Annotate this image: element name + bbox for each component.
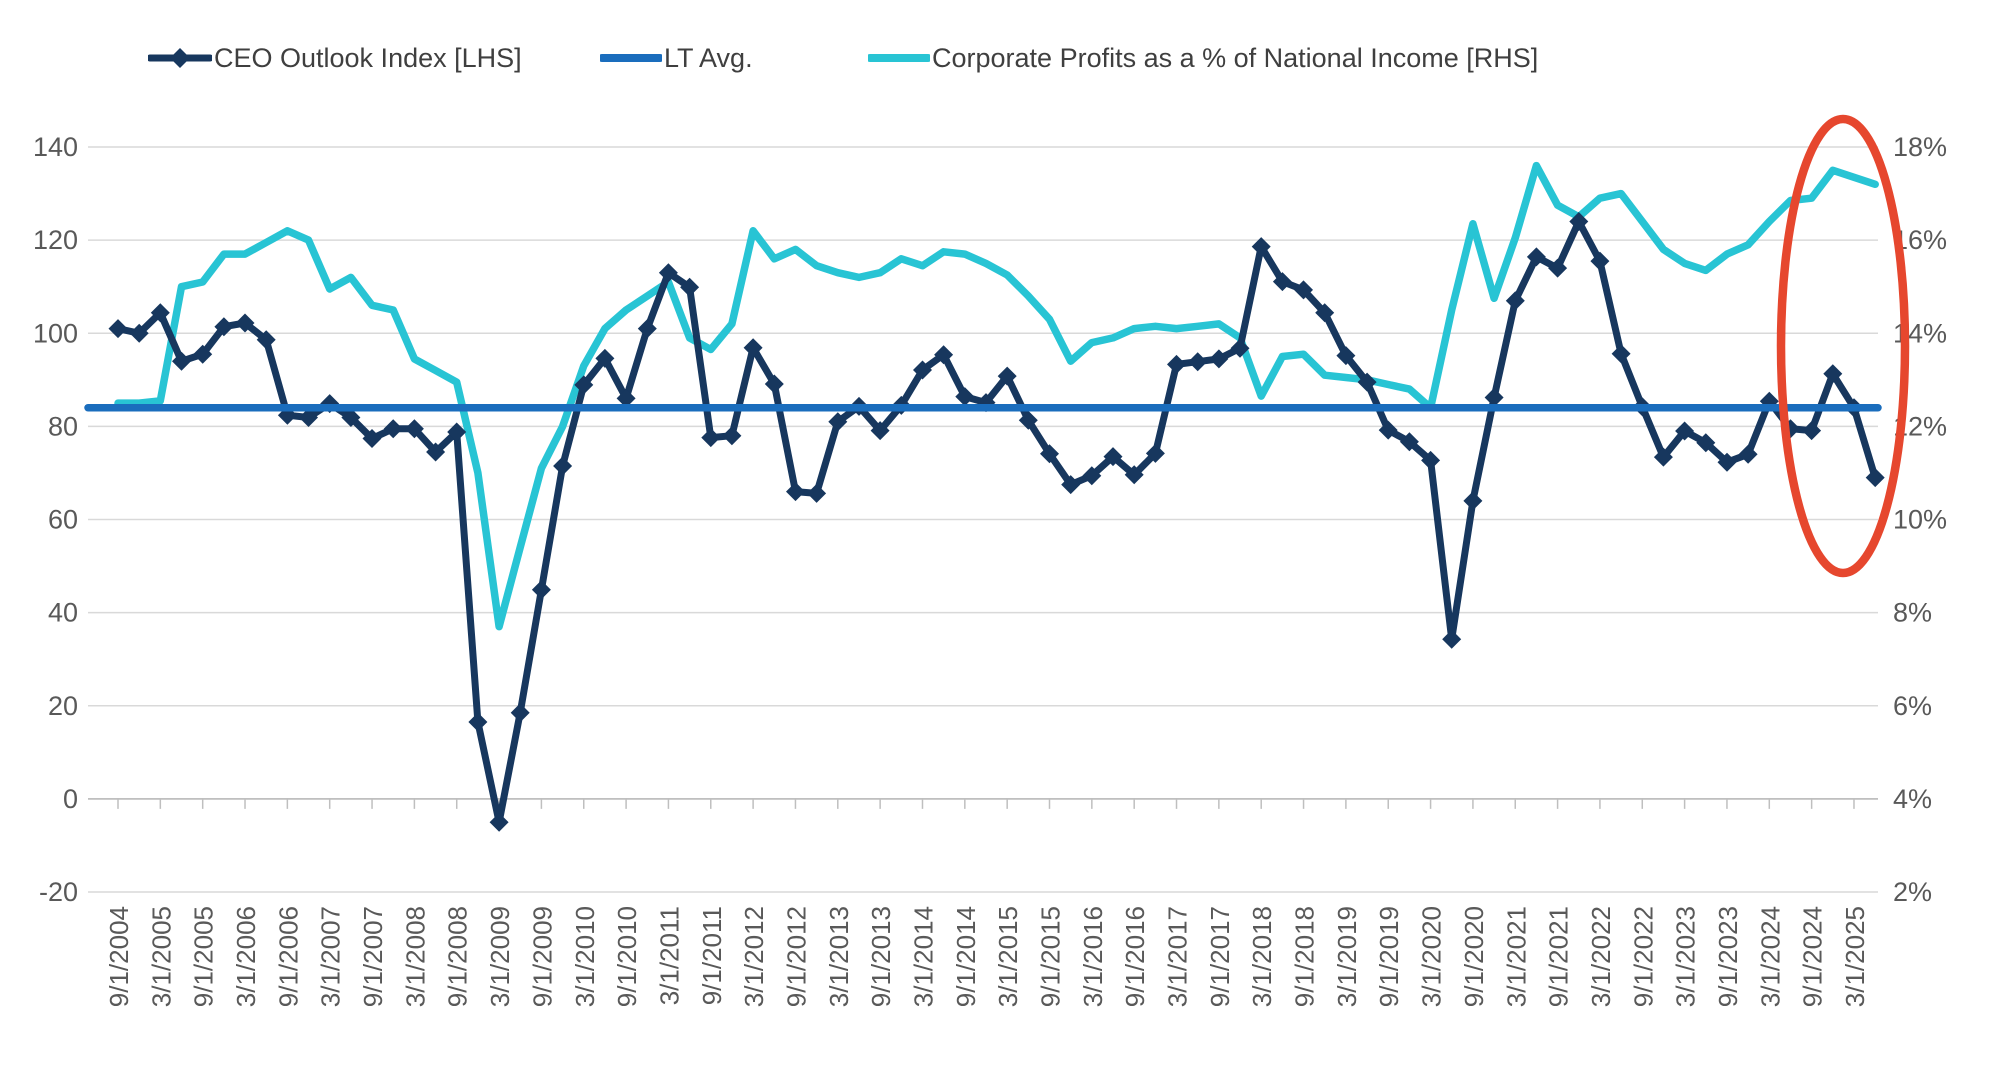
x-axis-tick-label: 3/1/2011 — [654, 906, 684, 1005]
left-axis-tick-label: 80 — [48, 411, 78, 441]
left-axis-tick-label: 0 — [63, 784, 78, 814]
x-axis-tick-label: 3/1/2015 — [993, 906, 1023, 1007]
x-axis-tick-label: 9/1/2022 — [1628, 906, 1658, 1007]
left-axis-tick-label: -20 — [39, 877, 78, 907]
x-axis-tick-label: 9/1/2013 — [866, 906, 896, 1007]
x-axis-tick-label: 3/1/2019 — [1332, 906, 1362, 1007]
x-axis-tick-label: 3/1/2018 — [1247, 906, 1277, 1007]
legend-label-ceo-outlook: CEO Outlook Index [LHS] — [214, 42, 522, 73]
x-axis-tick-label: 3/1/2016 — [1078, 906, 1108, 1007]
profits-line-swatch-icon — [868, 54, 930, 62]
x-axis-tick-label: 3/1/2025 — [1840, 906, 1870, 1007]
profit-share-series — [114, 161, 1879, 631]
x-axis-tick-label: 9/1/2020 — [1459, 906, 1489, 1007]
left-axis-tick-label: 140 — [33, 132, 78, 162]
x-axis-tick-label: 9/1/2021 — [1544, 906, 1574, 1007]
right-axis-tick-label: 4% — [1893, 784, 1932, 814]
x-axis-tick-label: 9/1/2024 — [1798, 906, 1828, 1007]
left-axis-tick-label: 120 — [33, 225, 78, 255]
x-axis-tick-label: 9/1/2008 — [443, 906, 473, 1007]
x-axis-tick-label: 9/1/2016 — [1120, 906, 1150, 1007]
x-axis-tick-label: 3/1/2017 — [1163, 906, 1193, 1007]
x-axis-tick-label: 9/1/2005 — [189, 906, 219, 1007]
x-axis-tick-label: 3/1/2009 — [485, 906, 515, 1007]
x-axis-tick-label: 9/1/2019 — [1374, 906, 1404, 1007]
x-axis-tick-label: 9/1/2015 — [1036, 906, 1066, 1007]
right-axis-tick-label: 2% — [1893, 877, 1932, 907]
x-axis-tick-label: 3/1/2008 — [400, 906, 430, 1007]
x-axis-tick-label: 9/1/2023 — [1713, 906, 1743, 1007]
right-axis-tick-label: 18% — [1893, 132, 1947, 162]
x-axis-tick-label: 3/1/2020 — [1417, 906, 1447, 1007]
legend-item-ceo-outlook: CEO Outlook Index [LHS] — [148, 40, 522, 76]
x-axis-tick-label: 3/1/2007 — [316, 906, 346, 1007]
legend-item-corporate-profits: Corporate Profits as a % of National Inc… — [868, 40, 1538, 76]
x-axis-tick-label: 9/1/2004 — [104, 906, 134, 1007]
x-axis-tick-label: 3/1/2023 — [1671, 906, 1701, 1007]
right-axis-tick-label: 10% — [1893, 505, 1947, 535]
legend-label-corporate-profits: Corporate Profits as a % of National Inc… — [932, 42, 1539, 73]
x-axis-tick-label: 3/1/2010 — [570, 906, 600, 1007]
x-axis-tick-label: 3/1/2022 — [1586, 906, 1616, 1007]
highlight-ellipse — [1776, 114, 1910, 578]
x-axis-tick-label: 9/1/2011 — [697, 906, 727, 1005]
x-axis-tick-label: 3/1/2013 — [824, 906, 854, 1007]
left-axis-tick-label: 100 — [33, 318, 78, 348]
x-axis-tick-label: 9/1/2007 — [358, 906, 388, 1007]
right-axis-tick-label: 6% — [1893, 691, 1932, 721]
x-axis-tick-label: 9/1/2012 — [781, 906, 811, 1007]
left-axis-tick-label: 60 — [48, 505, 78, 535]
x-axis-tick-label: 9/1/2018 — [1290, 906, 1320, 1007]
legend-label-lt-avg: LT Avg. — [664, 42, 753, 73]
x-axis-tick-label: 9/1/2010 — [612, 906, 642, 1007]
x-axis-tick-label: 3/1/2024 — [1755, 906, 1785, 1007]
x-axis-tick-label: 3/1/2006 — [231, 906, 261, 1007]
x-axis-tick-label: 3/1/2012 — [739, 906, 769, 1007]
x-axis-tick-label: 3/1/2021 — [1501, 906, 1531, 1007]
ceo-outlook-series — [117, 218, 1879, 826]
legend-item-lt-avg: LT Avg. — [600, 40, 753, 76]
ceo-outlook-line-swatch-icon — [148, 48, 212, 68]
x-axis-tick-label: 3/1/2014 — [908, 906, 938, 1007]
lt-avg-line-swatch-icon — [600, 54, 662, 62]
left-axis-tick-label: 40 — [48, 598, 78, 628]
x-axis-tick-label: 3/1/2005 — [146, 906, 176, 1007]
x-axis-tick-label: 9/1/2009 — [527, 906, 557, 1007]
x-axis-tick-label: 9/1/2006 — [273, 906, 303, 1007]
x-axis-tick-label: 9/1/2017 — [1205, 906, 1235, 1007]
right-axis-tick-label: 8% — [1893, 598, 1932, 628]
left-axis-tick-label: 20 — [48, 691, 78, 721]
x-axis-tick-label: 9/1/2014 — [951, 906, 981, 1007]
